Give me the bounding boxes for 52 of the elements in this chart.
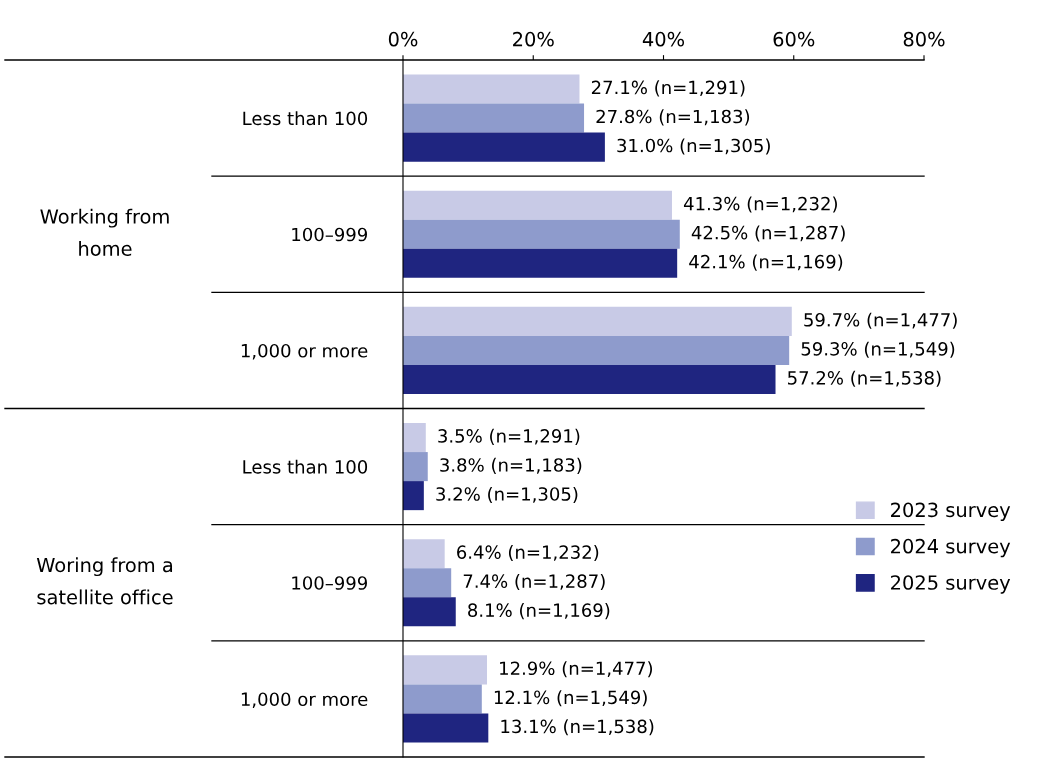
legend-label: 2024 survey [891,538,1011,558]
x-tick-label: 20% [513,31,554,47]
bar [403,539,445,569]
bar [403,713,489,743]
bar [403,481,424,511]
text: Working from home [40,208,169,256]
data-label: 6.4% (n=1,232) [457,544,599,562]
data-label: 41.3% (n=1,232) [683,196,837,213]
text: Woring from a satellite office [36,557,173,605]
x-tick-label: 40% [642,31,685,47]
data-label: 12.9% (n=1,477) [500,661,653,678]
bar [403,132,605,162]
y-tick-label: 1,000 or more [241,692,368,708]
data-label: 3.5% (n=1,291) [438,428,580,445]
bar [403,568,452,598]
bar [403,364,776,394]
data-label: 31.0% (n=1,305) [617,138,770,155]
data-label: 59.3% (n=1,549) [801,341,955,358]
data-label: 3.8% (n=1,183) [440,457,582,474]
data-label: 8.1% (n=1,169) [468,603,610,620]
y-tick-label: 100–999 [292,576,368,590]
data-label: 27.1% (n=1,291) [591,80,745,97]
bar [403,597,456,627]
bar [403,74,580,104]
data-label: 57.2% (n=1,538) [788,370,941,387]
bar [403,423,426,453]
bar [403,219,680,249]
legend-label: 2023 survey [891,502,1011,521]
data-label: 13.1% (n=1,538) [501,719,654,736]
x-tick-label: 60% [773,31,815,47]
y-tick-label: 1,000 or more [241,343,368,360]
data-label: 59.7% (n=1,477) [804,312,957,329]
bar [403,335,790,365]
legend-label: 2025 survey [891,575,1011,594]
data-label: 3.2% (n=1,305) [436,486,578,503]
bar [403,190,672,220]
data-label: 42.1% (n=1,169) [689,254,843,271]
y-tick-label: Less than 100 [243,459,368,474]
bar [403,306,792,336]
data-label: 12.1% (n=1,549) [494,690,647,707]
bar [403,248,678,278]
y-tick-label: 100–999 [292,227,368,242]
bar [403,452,428,482]
y-tick-label: Less than 100 [243,111,368,126]
x-tick-label: 0% [388,31,418,47]
data-label: 42.5% (n=1,287) [691,225,845,242]
data-label: 27.8% (n=1,183) [596,109,750,126]
data-label: 7.4% (n=1,287) [463,574,605,591]
bar [403,103,585,133]
bar [403,684,482,714]
bar [403,655,488,685]
x-tick-label: 80% [903,31,945,47]
